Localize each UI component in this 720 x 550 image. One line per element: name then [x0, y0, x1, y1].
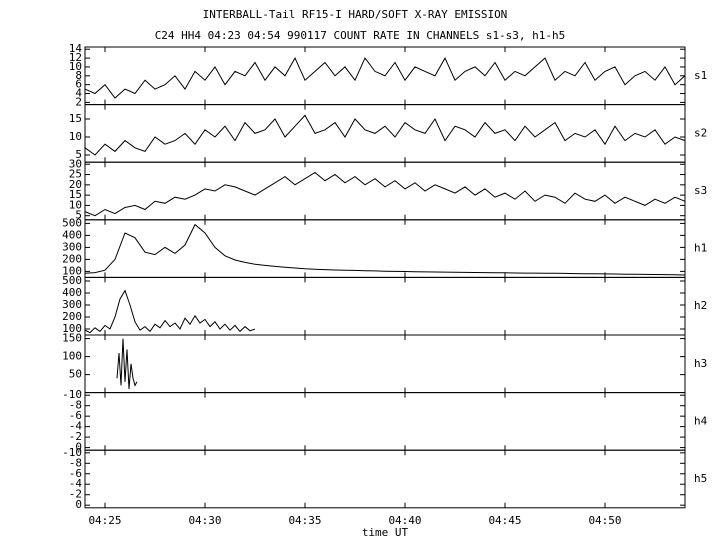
x-axis-label: time UT	[362, 526, 409, 539]
y-tick-label: 10	[69, 198, 82, 211]
data-line	[116, 338, 138, 390]
y-tick-label: 400	[62, 286, 82, 299]
x-tick-label: 04:25	[88, 514, 121, 527]
y-tick-label: -10	[62, 446, 82, 459]
chart-subtitle: C24 HH4 04:23 04:54 990117 COUNT RATE IN…	[155, 29, 566, 42]
panel-frame	[84, 219, 686, 278]
y-tick-label: 10	[69, 130, 82, 143]
y-tick-label: 100	[62, 350, 82, 363]
y-tick-label: 15	[69, 112, 82, 125]
y-tick-label: 6	[75, 78, 82, 91]
y-tick-label: 20	[69, 178, 82, 191]
panel-frame	[84, 449, 686, 509]
channel-label: s3	[694, 184, 707, 197]
y-tick-label: -2	[69, 488, 82, 501]
y-tick-label: 5	[75, 209, 82, 222]
x-tick-label: 04:50	[588, 514, 621, 527]
y-tick-label: 2	[75, 95, 82, 108]
y-tick-label: 5	[75, 148, 82, 161]
data-line	[84, 171, 686, 217]
y-tick-label: -6	[69, 409, 82, 422]
y-tick-label: 0	[75, 441, 82, 454]
y-tick-label: 25	[69, 168, 82, 181]
y-tick-label: -4	[69, 420, 83, 433]
y-tick-label: -8	[69, 456, 82, 469]
channel-label: s1	[694, 69, 707, 82]
data-line	[84, 289, 256, 334]
y-tick-label: 400	[62, 228, 82, 241]
x-tick-label: 04:30	[188, 514, 221, 527]
panel-frame	[84, 334, 686, 394]
y-tick-label: 4	[75, 87, 82, 100]
y-tick-label: 30	[69, 157, 82, 170]
channel-label: h2	[694, 299, 707, 312]
y-tick-label: 0	[75, 498, 82, 511]
y-tick-label: 300	[62, 298, 82, 311]
y-tick-label: 150	[62, 332, 82, 345]
panel-frame	[84, 276, 686, 336]
y-tick-label: -4	[69, 477, 83, 490]
y-tick-label: 500	[62, 274, 82, 287]
data-line	[84, 56, 686, 99]
y-tick-label: 50	[69, 368, 82, 381]
y-tick-label: 15	[69, 188, 82, 201]
channel-label: h3	[694, 357, 707, 370]
y-tick-label: 300	[62, 240, 82, 253]
panel-frame	[84, 392, 686, 451]
panel-frame	[84, 161, 686, 221]
chart-title: INTERBALL-Tail RF15-I HARD/SOFT X-RAY EM…	[203, 8, 508, 21]
y-tick-label: 200	[62, 252, 82, 265]
y-tick-label: 200	[62, 310, 82, 323]
y-tick-label: -8	[69, 399, 82, 412]
x-tick-label: 04:45	[488, 514, 521, 527]
data-line	[84, 223, 686, 276]
y-tick-label: 100	[62, 322, 82, 335]
y-tick-label: 12	[69, 51, 82, 64]
channel-label: s2	[694, 126, 707, 139]
y-tick-label: 8	[75, 69, 82, 82]
y-tick-label: -2	[69, 430, 82, 443]
y-tick-label: 100	[62, 264, 82, 277]
channel-label: h5	[694, 472, 707, 485]
y-tick-label: 10	[69, 60, 82, 73]
y-tick-label: 500	[62, 216, 82, 229]
panel-frame	[84, 104, 686, 163]
channel-label: h1	[694, 242, 707, 255]
y-tick-label: -10	[62, 388, 82, 401]
x-tick-label: 04:35	[288, 514, 321, 527]
y-tick-label: 14	[69, 42, 83, 55]
channel-label: h4	[694, 414, 708, 427]
x-tick-label: 04:40	[388, 514, 421, 527]
y-tick-label: -6	[69, 467, 82, 480]
data-line	[84, 114, 686, 156]
